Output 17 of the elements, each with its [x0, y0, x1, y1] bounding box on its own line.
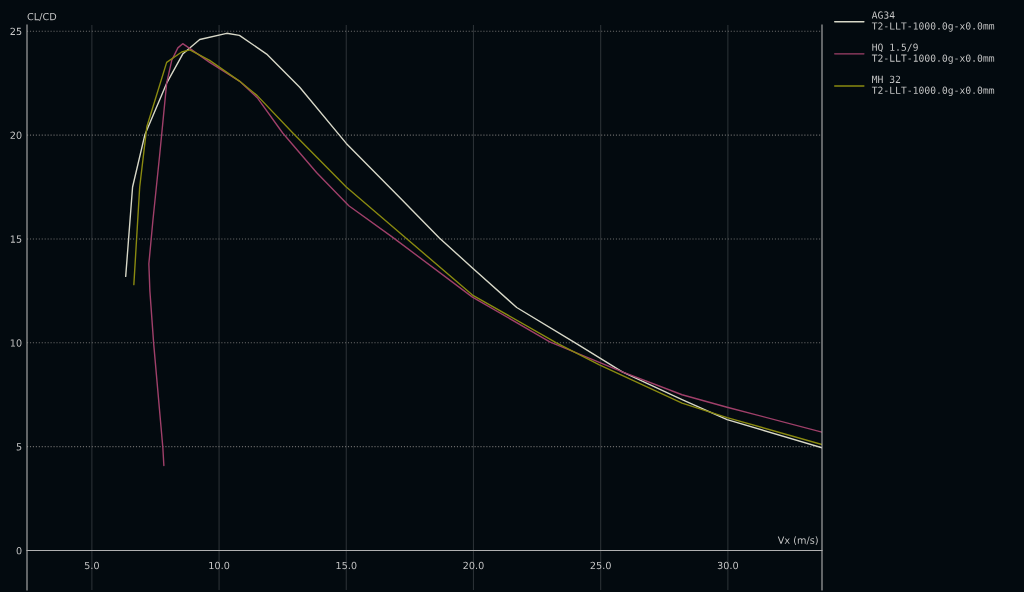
- legend-label: AG34 T2-LLT-1000.0g-x0.0mm: [871, 11, 995, 32]
- x-tick-label: 10.0: [209, 561, 230, 570]
- legend-label: MH 32 T2-LLT-1000.0g-x0.0mm: [871, 75, 995, 96]
- x-tick-label: 30.0: [717, 561, 739, 570]
- y-tick-label: 5: [16, 443, 22, 451]
- y-tick-label: 10: [10, 339, 22, 347]
- x-tick-label: 5.0: [84, 561, 99, 570]
- x-axis-title: Vx (m/s): [777, 536, 818, 545]
- y-axis-title: CL/CD: [27, 12, 57, 22]
- legend-label: HQ 1.5/9 T2-LLT-1000.0g-x0.0mm: [871, 43, 995, 64]
- x-tick-label: 20.0: [463, 561, 484, 570]
- x-tick-label: 25.0: [590, 561, 611, 570]
- y-tick-label: 20: [10, 131, 22, 139]
- x-tick-label: 15.0: [336, 561, 357, 570]
- y-tick-label: 15: [10, 235, 22, 243]
- y-tick-label: 25: [10, 27, 22, 36]
- y-tick-label: 0: [16, 547, 22, 555]
